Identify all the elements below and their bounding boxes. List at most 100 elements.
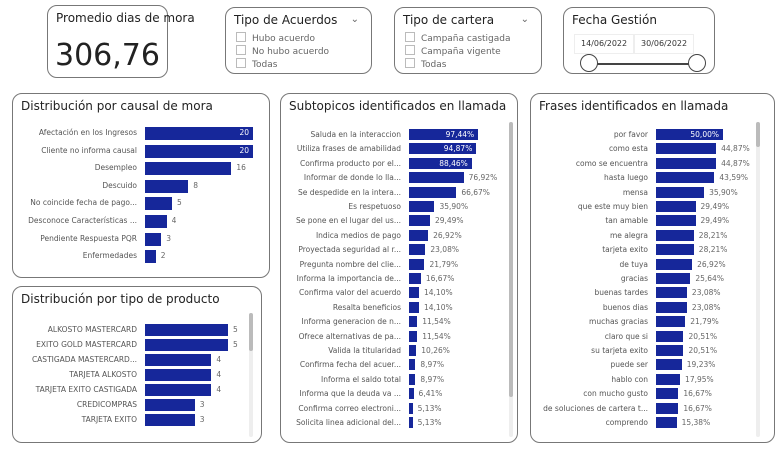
bar[interactable]	[656, 229, 694, 241]
bar[interactable]	[656, 316, 686, 328]
start-date-input[interactable]: 14/06/2022	[574, 34, 635, 54]
bar[interactable]	[409, 373, 416, 385]
bar[interactable]	[409, 287, 419, 299]
bar[interactable]	[656, 287, 687, 299]
bar[interactable]	[145, 250, 156, 264]
bar[interactable]	[656, 417, 677, 428]
bar[interactable]	[409, 402, 413, 414]
data-label: 11,54%	[422, 331, 451, 341]
bar[interactable]	[409, 359, 416, 371]
cartera-title: Tipo de cartera	[403, 13, 495, 27]
checkbox[interactable]	[405, 32, 415, 42]
category-label: Indica medios de pago	[315, 230, 401, 240]
bar[interactable]	[409, 345, 417, 356]
bar[interactable]	[145, 399, 195, 411]
bar[interactable]	[409, 201, 435, 212]
bar[interactable]	[145, 162, 232, 176]
bar[interactable]	[409, 143, 477, 155]
chevron-down-icon[interactable]: ⌄	[350, 14, 359, 25]
category-label: comprendo	[605, 418, 648, 427]
bar[interactable]	[656, 201, 696, 212]
data-label: 4	[216, 385, 222, 394]
data-label: 21,79%	[429, 259, 459, 269]
option-campana-castigada[interactable]: Campaña castigada	[405, 32, 511, 44]
bar[interactable]	[656, 215, 696, 227]
chart-title: Distribución por tipo de producto	[21, 292, 220, 306]
option-hubo-acuerdo[interactable]: Hubo acuerdo	[236, 32, 315, 44]
bar[interactable]	[656, 273, 691, 284]
bar[interactable]	[409, 186, 457, 198]
bar[interactable]	[656, 143, 717, 155]
end-date-handle[interactable]	[688, 54, 706, 72]
category-label: con mucho gusto	[583, 389, 648, 399]
data-label: 23,08%	[691, 302, 721, 312]
scrollbar[interactable]	[509, 122, 513, 437]
checkbox[interactable]	[236, 58, 246, 68]
category-label: Es respetuoso	[348, 202, 401, 211]
bar[interactable]	[145, 232, 162, 246]
bar[interactable]	[409, 258, 425, 270]
checkbox[interactable]	[236, 32, 246, 42]
frases-chart-card: Frases identificados en llamada por favo…	[530, 93, 775, 443]
bar[interactable]	[409, 316, 418, 328]
bar[interactable]	[145, 384, 212, 396]
data-label: 44,87%	[721, 144, 750, 154]
end-date-input[interactable]: 30/06/2022	[634, 34, 695, 54]
bar[interactable]	[656, 157, 717, 169]
scrollbar[interactable]	[756, 122, 760, 437]
bar[interactable]	[145, 339, 228, 351]
checkbox[interactable]	[405, 58, 415, 68]
category-label: Informar de donde lo lla...	[303, 173, 401, 183]
bar[interactable]	[656, 186, 705, 198]
chevron-down-icon[interactable]: ⌄	[520, 14, 529, 25]
bar[interactable]	[145, 144, 253, 158]
option-campana-vigente[interactable]: Campaña vigente	[405, 45, 501, 57]
bar[interactable]	[656, 388, 679, 400]
scrollbar-thumb[interactable]	[756, 122, 760, 147]
category-label: Confirma producto por el...	[299, 158, 401, 168]
checkbox[interactable]	[405, 45, 415, 55]
bar[interactable]	[409, 215, 430, 227]
date-range-track[interactable]	[586, 63, 694, 65]
bar[interactable]	[145, 127, 253, 140]
bar[interactable]	[409, 157, 472, 169]
bar[interactable]	[145, 179, 189, 193]
bar[interactable]	[656, 402, 679, 414]
bar[interactable]	[656, 258, 693, 270]
bar[interactable]	[409, 417, 413, 428]
data-label: 8	[193, 180, 198, 190]
bar[interactable]	[656, 301, 687, 313]
option-todas[interactable]: Todas	[405, 58, 446, 70]
bar[interactable]	[409, 330, 418, 342]
bar[interactable]	[409, 388, 414, 400]
bar[interactable]	[656, 373, 681, 385]
checkbox[interactable]	[236, 45, 246, 55]
bar[interactable]	[145, 324, 228, 336]
bar[interactable]	[656, 330, 684, 342]
bar[interactable]	[145, 369, 212, 381]
scrollbar-thumb[interactable]	[249, 313, 253, 351]
bar[interactable]	[656, 345, 684, 356]
bar[interactable]	[409, 229, 429, 241]
bar[interactable]	[656, 359, 682, 371]
start-date-handle[interactable]	[580, 54, 598, 72]
bar[interactable]	[409, 129, 479, 140]
bar[interactable]	[409, 273, 421, 284]
kpi-card: Promedio dias de mora 306,76	[47, 5, 195, 78]
bar[interactable]	[656, 129, 723, 140]
scrollbar[interactable]	[249, 313, 253, 437]
bar[interactable]	[145, 354, 212, 366]
bar[interactable]	[145, 197, 172, 211]
option-todas[interactable]: Todas	[236, 58, 277, 70]
bar[interactable]	[145, 414, 195, 426]
option-no-hubo-acuerdo[interactable]: No hubo acuerdo	[236, 45, 329, 57]
scrollbar-thumb[interactable]	[509, 122, 513, 397]
data-label: 14,10%	[424, 302, 453, 312]
bar[interactable]	[145, 215, 167, 228]
data-label: 66,67%	[461, 187, 490, 197]
bar[interactable]	[656, 172, 715, 184]
bar[interactable]	[409, 244, 426, 256]
bar[interactable]	[409, 301, 419, 313]
bar[interactable]	[656, 244, 694, 256]
bar[interactable]	[409, 172, 464, 184]
